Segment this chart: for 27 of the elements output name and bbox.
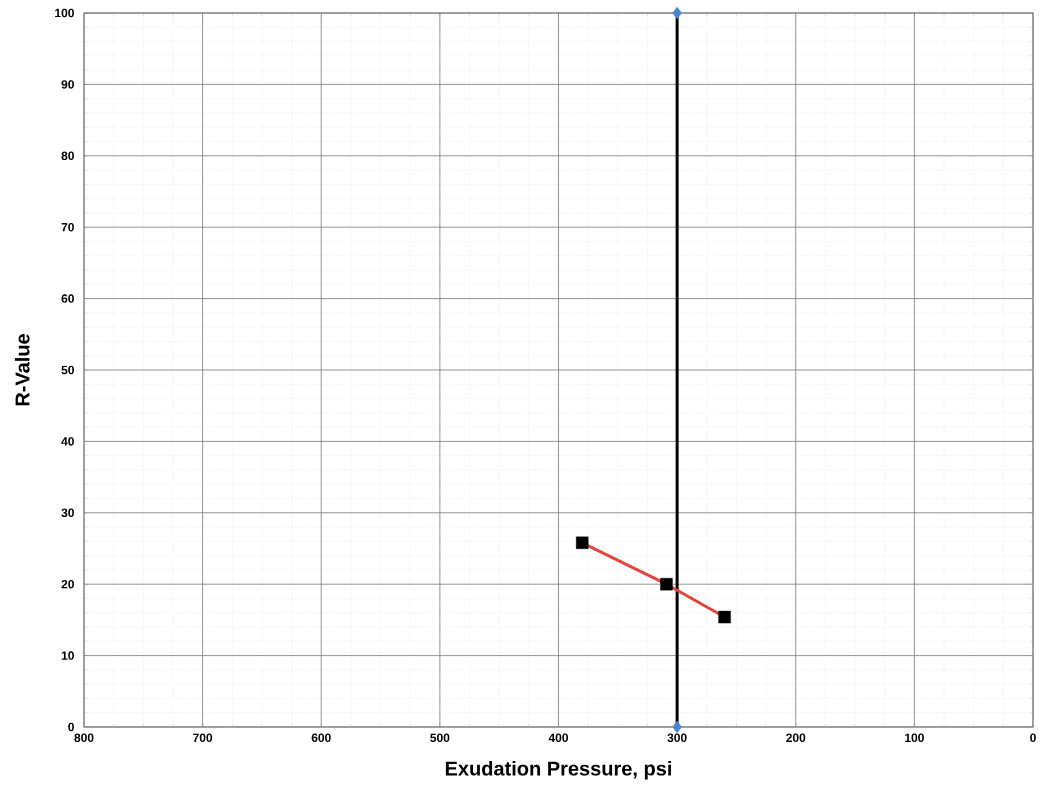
x-tick-label: 400 <box>548 733 569 743</box>
x-tick-label: 0 <box>1030 733 1036 743</box>
y-tick-label: 70 <box>61 222 74 232</box>
y-tick-label: 50 <box>61 365 74 375</box>
point <box>576 536 589 549</box>
y-tick-label: 10 <box>61 651 74 660</box>
point <box>672 720 682 734</box>
x-tick-label: 600 <box>311 733 331 743</box>
y-tick-label: 0 <box>68 722 74 732</box>
point <box>718 610 731 624</box>
point <box>672 6 682 20</box>
y-tick-label: 30 <box>61 508 74 518</box>
x-tick-label: 300 <box>667 733 687 743</box>
x-tick-label: 200 <box>786 733 806 743</box>
x-tick-label: 800 <box>74 733 94 743</box>
y-axis-title: R-Value <box>14 333 30 406</box>
x-axis-title: Exudation Pressure, psi <box>445 760 671 780</box>
x-tick-label: 700 <box>193 733 213 743</box>
y-tick-label: 100 <box>55 8 74 18</box>
y-tick-label: 80 <box>61 151 74 161</box>
y-tick-label: 20 <box>61 579 74 589</box>
y-tick-label: 40 <box>61 437 74 446</box>
y-tick-label: 90 <box>61 80 74 89</box>
x-tick-label: 500 <box>430 733 450 743</box>
x-tick-label: 100 <box>905 733 924 743</box>
point <box>660 578 673 591</box>
y-tick-label: 60 <box>61 294 74 303</box>
